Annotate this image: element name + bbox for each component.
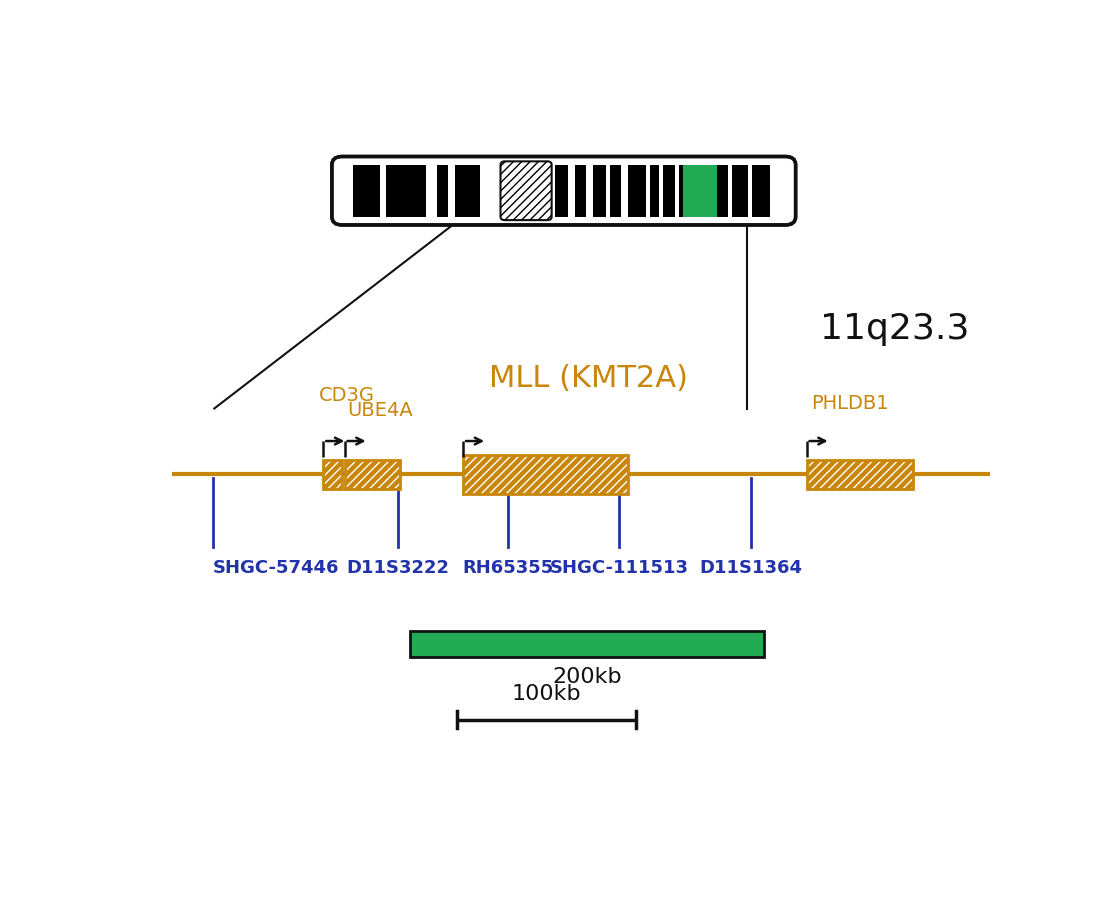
Bar	[610, 165, 621, 216]
Bar	[438, 165, 449, 216]
Bar	[806, 460, 913, 489]
Bar	[463, 455, 628, 494]
Bar	[733, 165, 748, 216]
Bar	[410, 630, 764, 656]
Bar	[575, 165, 586, 216]
Bar	[344, 460, 400, 489]
Bar	[386, 165, 427, 216]
Bar	[806, 460, 913, 489]
Text: MLL (KMT2A): MLL (KMT2A)	[488, 364, 688, 392]
FancyBboxPatch shape	[332, 156, 795, 225]
Bar	[717, 165, 728, 216]
Text: D11S3222: D11S3222	[346, 559, 449, 577]
Bar	[806, 460, 913, 489]
Bar	[663, 165, 674, 216]
Bar	[683, 165, 717, 216]
Bar	[344, 460, 400, 489]
Text: 200kb: 200kb	[552, 667, 622, 687]
Bar	[593, 165, 606, 216]
Bar	[463, 455, 628, 494]
Bar	[455, 165, 480, 216]
Bar	[353, 165, 380, 216]
Bar	[323, 460, 342, 489]
Bar	[554, 165, 569, 216]
Bar	[679, 165, 690, 216]
Text: SHGC-57446: SHGC-57446	[212, 559, 339, 577]
Text: PHLDB1: PHLDB1	[811, 394, 889, 413]
Bar	[650, 165, 659, 216]
FancyBboxPatch shape	[500, 162, 551, 220]
Bar	[628, 165, 646, 216]
Text: D11S1364: D11S1364	[700, 559, 803, 577]
Text: RH65355: RH65355	[463, 559, 554, 577]
Bar	[463, 455, 628, 494]
Text: UBE4A: UBE4A	[348, 401, 412, 420]
Bar	[752, 165, 770, 216]
Text: CD3G: CD3G	[319, 386, 375, 405]
Bar	[344, 460, 400, 489]
Text: SHGC-111513: SHGC-111513	[550, 559, 689, 577]
Bar	[323, 460, 342, 489]
Text: 100kb: 100kb	[512, 684, 582, 705]
Text: 11q23.3: 11q23.3	[820, 312, 969, 346]
Bar	[323, 460, 342, 489]
